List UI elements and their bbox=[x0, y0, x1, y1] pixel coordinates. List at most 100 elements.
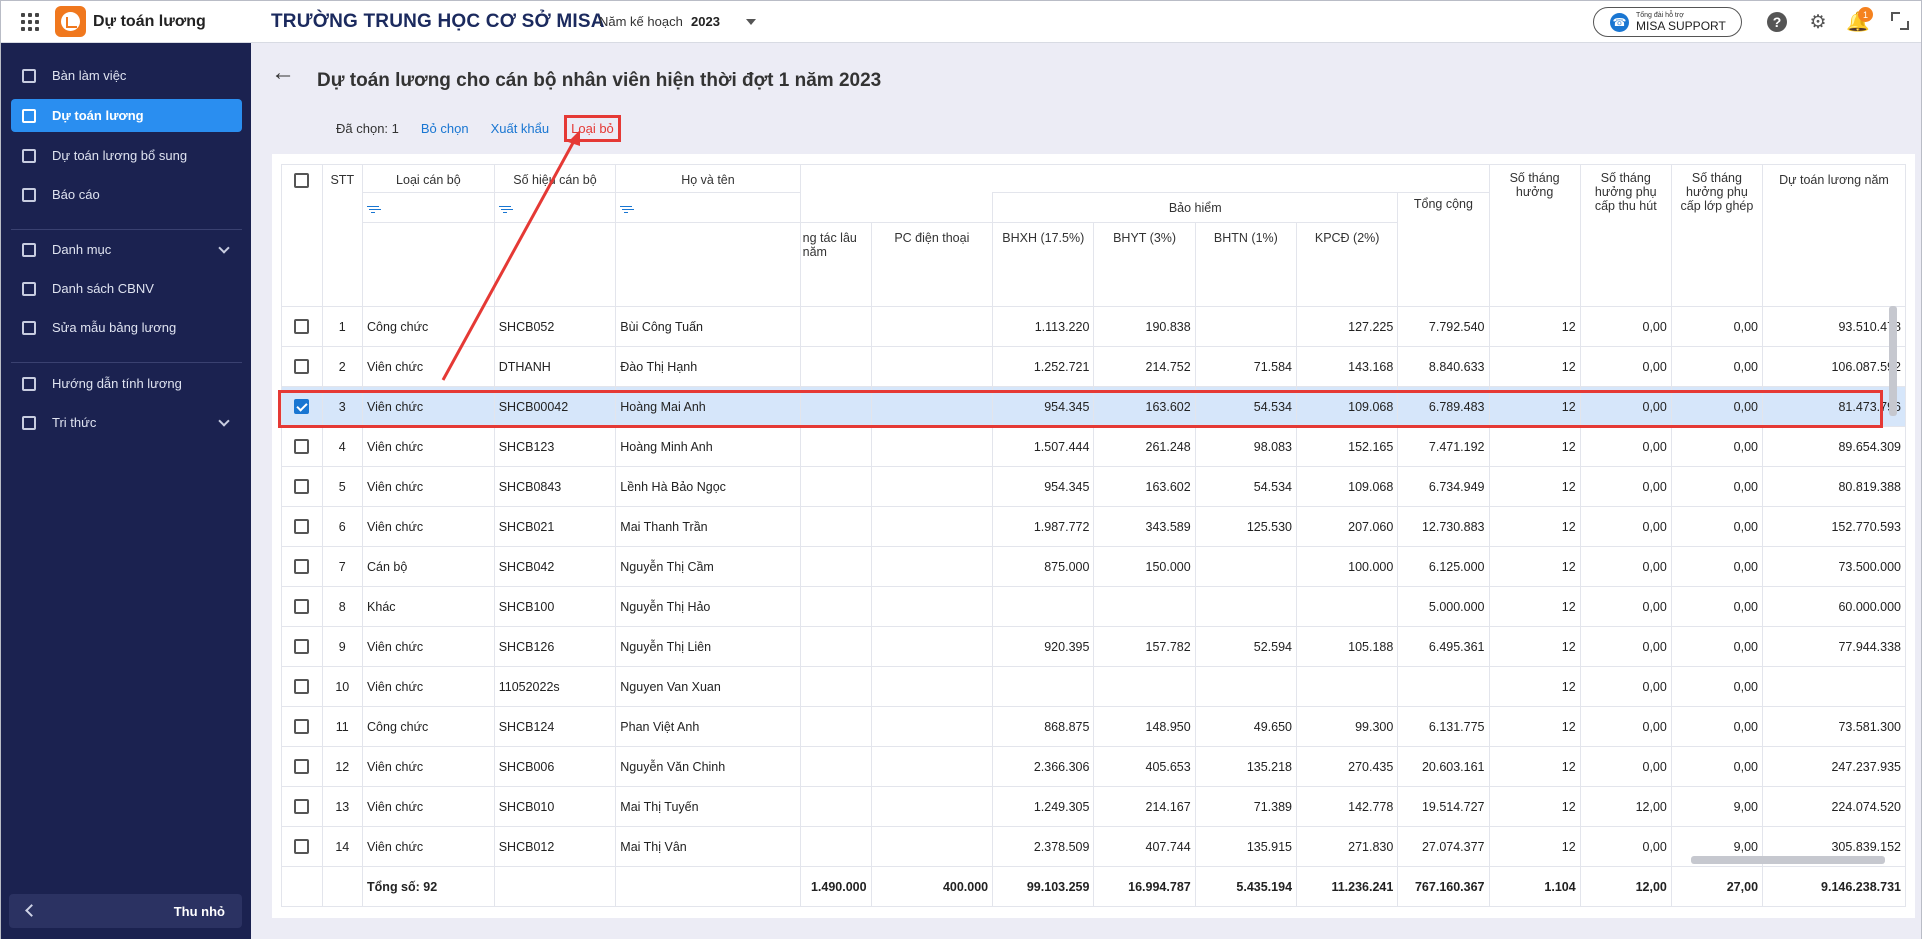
row-checkbox[interactable] bbox=[294, 319, 310, 335]
row-select-cell[interactable] bbox=[281, 586, 323, 627]
filter-icon[interactable] bbox=[498, 206, 511, 214]
sidebar-item-knowledge[interactable]: Tri thức bbox=[11, 406, 242, 439]
filter-cell[interactable] bbox=[615, 192, 801, 223]
row-checkbox[interactable] bbox=[294, 639, 310, 655]
row-bhtn: 54.534 bbox=[1194, 466, 1298, 507]
col-header-name[interactable]: Họ và tên bbox=[615, 164, 801, 193]
col-header-bhtn[interactable]: BHTN (1%) bbox=[1194, 222, 1298, 307]
sidebar-item-label: Danh sách CBNV bbox=[52, 281, 154, 296]
table-row[interactable]: 4 Viên chức SHCB123 Hoàng Minh Anh 1.507.444… bbox=[281, 426, 1906, 467]
row-checkbox[interactable] bbox=[294, 839, 310, 855]
collapse-sidebar-button[interactable]: Thu nhỏ bbox=[9, 894, 242, 928]
table-row[interactable]: 5 Viên chức SHCB0843 Lềnh Hà Bảo Ngọc 954.34… bbox=[281, 466, 1906, 507]
row-checkbox[interactable] bbox=[294, 559, 310, 575]
row-name: Mai Thanh Trần bbox=[615, 506, 801, 547]
row-checkbox[interactable] bbox=[294, 519, 310, 535]
deselect-button[interactable]: Bỏ chọn bbox=[420, 121, 469, 136]
row-select-cell[interactable] bbox=[281, 506, 323, 547]
row-checkbox[interactable] bbox=[294, 439, 310, 455]
app-grid-icon[interactable] bbox=[21, 13, 39, 31]
table-row[interactable]: 13 Viên chức SHCB010 Mai Thị Tuyến 1.249.305… bbox=[281, 786, 1906, 827]
col-header-bhyt[interactable]: BHYT (3%) bbox=[1093, 222, 1196, 307]
back-arrow-icon[interactable]: ← bbox=[271, 59, 295, 86]
sidebar-item-catalog[interactable]: Danh mục bbox=[11, 233, 242, 266]
col-header-type[interactable]: Loại cán bộ bbox=[362, 164, 495, 193]
row-select-cell[interactable] bbox=[281, 786, 323, 827]
row-select-cell[interactable] bbox=[281, 746, 323, 787]
row-select-cell[interactable] bbox=[281, 306, 323, 347]
table-row[interactable]: 1 Công chức SHCB052 Bùi Công Tuấn 1.113.220 1… bbox=[281, 306, 1906, 347]
sidebar-item-desk[interactable]: Bàn làm việc bbox=[11, 59, 242, 92]
col-header-bhxh[interactable]: BHXH (17.5%) bbox=[992, 222, 1095, 307]
row-name: Phan Việt Anh bbox=[615, 706, 801, 747]
row-total: 8.840.633 bbox=[1397, 346, 1490, 387]
col-header-pc-seniority[interactable]: ng tác lâu năm bbox=[799, 222, 872, 307]
row-pc-phone bbox=[870, 466, 994, 507]
table-row[interactable]: 11 Công chức SHCB124 Phan Việt Anh 868.875 14… bbox=[281, 706, 1906, 747]
row-checkbox[interactable] bbox=[294, 479, 310, 495]
row-select-cell[interactable] bbox=[281, 826, 323, 867]
col-header-pc-phone[interactable]: PC điện thoại bbox=[870, 222, 994, 307]
row-checkbox[interactable] bbox=[294, 719, 310, 735]
table-row[interactable]: 9 Viên chức SHCB126 Nguyễn Thị Liên 920.395 1… bbox=[281, 626, 1906, 667]
row-select-cell[interactable] bbox=[281, 546, 323, 587]
chevron-down-icon[interactable] bbox=[746, 19, 756, 25]
plan-year-select[interactable]: 2023 bbox=[691, 14, 720, 29]
row-checkbox[interactable] bbox=[294, 759, 310, 775]
row-select-cell[interactable] bbox=[281, 466, 323, 507]
row-months-combined: 0,00 bbox=[1670, 426, 1764, 467]
sidebar-item-guide[interactable]: Hướng dẫn tính lương bbox=[11, 367, 242, 400]
fullscreen-icon[interactable] bbox=[1891, 12, 1909, 30]
table-row[interactable]: 10 Viên chức 11052022s Nguyen Van Xuan 12 0,0… bbox=[281, 666, 1906, 707]
sidebar-item-reports[interactable]: Báo cáo bbox=[11, 178, 242, 211]
row-select-cell[interactable] bbox=[281, 626, 323, 667]
row-select-cell[interactable] bbox=[281, 426, 323, 467]
footer-cell bbox=[281, 866, 323, 907]
col-header-total[interactable]: Tổng cộng bbox=[1397, 192, 1490, 307]
row-bhtn bbox=[1194, 586, 1298, 627]
table-row[interactable]: 14 Viên chức SHCB012 Mai Thị Vân 2.378.509 40… bbox=[281, 826, 1906, 867]
horizontal-scrollbar[interactable] bbox=[1691, 856, 1885, 864]
row-checkbox[interactable] bbox=[294, 359, 310, 375]
row-checkbox[interactable] bbox=[294, 679, 310, 695]
row-select-cell[interactable] bbox=[281, 666, 323, 707]
filter-cell[interactable] bbox=[493, 192, 617, 223]
filter-cell[interactable] bbox=[362, 192, 495, 223]
filter-icon[interactable] bbox=[620, 206, 633, 214]
remove-button[interactable]: Loại bỏ bbox=[564, 115, 621, 142]
table-row[interactable]: 12 Viên chức SHCB006 Nguyễn Văn Chinh 2.366.… bbox=[281, 746, 1906, 787]
sidebar-item-salary-estimate[interactable]: Dự toán lương bbox=[11, 99, 242, 132]
export-button[interactable]: Xuất khẩu bbox=[490, 121, 550, 136]
table-row[interactable]: 2 Viên chức DTHANH Đào Thị Hạnh 1.252.721 214… bbox=[281, 346, 1906, 387]
col-header-annual[interactable]: Dự toán lương năm bbox=[1762, 164, 1906, 307]
support-button[interactable]: ☎ Tổng đài hỗ trợ MISA SUPPORT bbox=[1593, 7, 1742, 37]
row-checkbox[interactable] bbox=[294, 599, 310, 615]
row-code: SHCB0843 bbox=[493, 466, 617, 507]
row-name: Mai Thị Vân bbox=[615, 826, 801, 867]
col-header-months-attract[interactable]: Số tháng hưởng phụ cấp thu hút bbox=[1579, 164, 1672, 307]
sidebar-item-edit-template[interactable]: Sửa mẫu bảng lương bbox=[11, 311, 242, 344]
sidebar-item-supplementary-estimate[interactable]: Dự toán lương bổ sung bbox=[11, 139, 242, 172]
table-row[interactable]: 3 Viên chức SHCB00042 Hoàng Mai Anh 954.345 1… bbox=[281, 386, 1906, 427]
col-header-code[interactable]: Số hiệu cán bộ bbox=[493, 164, 617, 193]
vertical-scrollbar[interactable] bbox=[1889, 306, 1897, 416]
table-row[interactable]: 8 Khác SHCB100 Nguyễn Thị Hảo 5.000.000 12 0,0… bbox=[281, 586, 1906, 627]
col-header-months[interactable]: Số tháng hưởng bbox=[1488, 164, 1581, 307]
table-row[interactable]: 6 Viên chức SHCB021 Mai Thanh Trần 1.987.772… bbox=[281, 506, 1906, 547]
help-icon[interactable]: ? bbox=[1766, 11, 1788, 33]
table-row[interactable]: 7 Cán bộ SHCB042 Nguyễn Thị Cầm 875.000 150.0… bbox=[281, 546, 1906, 587]
row-code: SHCB042 bbox=[493, 546, 617, 587]
row-select-cell[interactable] bbox=[281, 706, 323, 747]
row-checkbox[interactable] bbox=[294, 399, 310, 415]
sidebar-item-staff-list[interactable]: Danh sách CBNV bbox=[11, 272, 242, 305]
row-select-cell[interactable] bbox=[281, 386, 323, 427]
gear-icon[interactable]: ⚙ bbox=[1809, 11, 1827, 33]
col-header-months-combined[interactable]: Số tháng hưởng phụ cấp lớp ghép bbox=[1670, 164, 1764, 307]
filter-icon[interactable] bbox=[367, 206, 380, 214]
select-all-checkbox[interactable] bbox=[294, 173, 310, 189]
col-header-kpcd[interactable]: KPCĐ (2%) bbox=[1296, 222, 1399, 307]
row-months: 12 bbox=[1488, 826, 1581, 867]
row-stt: 8 bbox=[321, 586, 364, 627]
row-select-cell[interactable] bbox=[281, 346, 323, 387]
row-checkbox[interactable] bbox=[294, 799, 310, 815]
